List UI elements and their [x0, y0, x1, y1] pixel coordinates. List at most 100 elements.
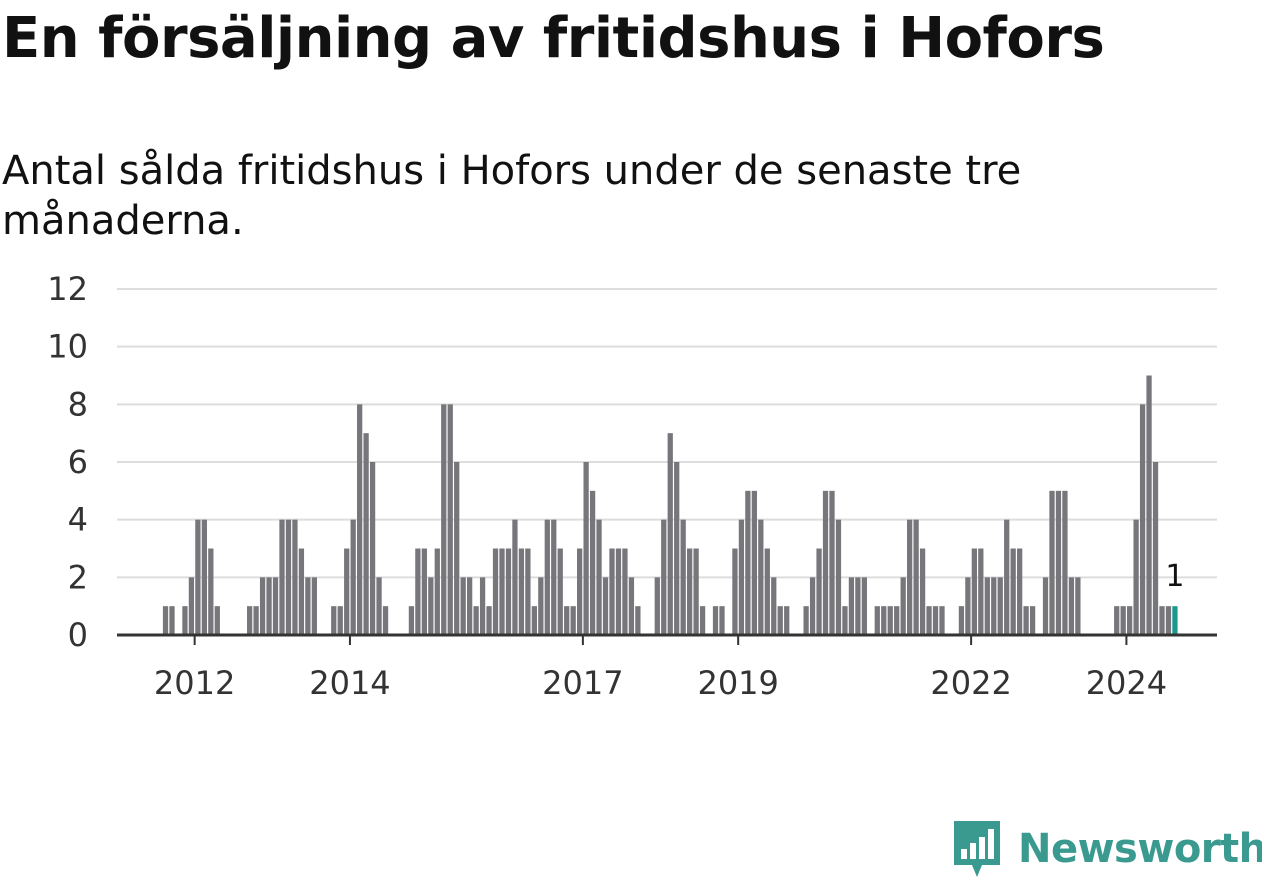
- bar: [415, 548, 421, 635]
- bar: [984, 577, 990, 635]
- bar: [1017, 548, 1023, 635]
- bar-chart: 0 2 4 6 8 10 12 2012 2014 2017 2019 2022 2024 1: [47, 270, 1217, 702]
- bar: [454, 462, 460, 635]
- bar: [816, 548, 822, 635]
- bar: [784, 606, 790, 635]
- bar: [1133, 519, 1139, 635]
- bar: [479, 577, 486, 635]
- bar: [965, 577, 971, 635]
- chart-subtitle: Antal sålda fritidshus i Hofors under de…: [2, 148, 1022, 244]
- bar: [809, 577, 816, 635]
- bar: [848, 577, 855, 635]
- bar: [169, 606, 175, 635]
- bar: [285, 519, 292, 635]
- bar: [887, 606, 893, 635]
- bar: [188, 577, 195, 635]
- bar: [1004, 519, 1010, 635]
- bar: [538, 577, 544, 635]
- bar: [428, 577, 434, 635]
- bar: [615, 548, 622, 635]
- bar: [434, 548, 440, 635]
- gridlines: [117, 288, 1217, 579]
- brand-name: Newsworthy: [1018, 826, 1262, 872]
- bar: [596, 519, 602, 635]
- bar: [661, 519, 667, 635]
- bar: [447, 404, 453, 635]
- bar: [803, 606, 809, 635]
- x-tick-label: 2019: [697, 664, 778, 702]
- bar: [382, 606, 389, 635]
- bar: [1068, 577, 1075, 635]
- bar: [777, 606, 783, 635]
- bar: [505, 548, 512, 635]
- bar: [978, 548, 984, 635]
- bar: [279, 519, 285, 635]
- bar: [771, 577, 777, 635]
- bar: [344, 548, 350, 635]
- bar: [635, 606, 641, 635]
- bar: [602, 577, 609, 635]
- bar: [667, 433, 673, 635]
- bar: [1055, 490, 1062, 635]
- bar: [298, 548, 305, 635]
- bar: [259, 577, 266, 635]
- bar: [997, 577, 1003, 635]
- newsworthy-logo: Newsworthy: [952, 818, 1262, 880]
- bar: [719, 606, 725, 635]
- bar: [577, 548, 583, 635]
- bar: [822, 490, 829, 635]
- x-tick-label: 2017: [542, 664, 623, 702]
- bar: [408, 606, 415, 635]
- bar: [881, 606, 887, 635]
- bar: [829, 490, 835, 635]
- bar: [842, 606, 848, 635]
- bar: [551, 519, 557, 635]
- bar: [1120, 606, 1126, 635]
- bar: [208, 548, 214, 635]
- y-tick-label: 12: [47, 270, 88, 308]
- bar: [919, 548, 926, 635]
- bar: [1075, 577, 1081, 635]
- bar: [311, 577, 317, 635]
- bar: [745, 490, 751, 635]
- bar: [699, 606, 706, 635]
- y-tick-label: 2: [68, 558, 88, 596]
- bar: [492, 548, 499, 635]
- bar: [376, 577, 382, 635]
- bar: [486, 606, 492, 635]
- bar: [680, 519, 686, 635]
- bar: [855, 577, 861, 635]
- bar: [874, 606, 880, 635]
- bar: [266, 577, 272, 635]
- bar: [1159, 606, 1165, 635]
- bar: [654, 577, 660, 635]
- y-tick-label: 4: [68, 501, 88, 539]
- bar: [512, 519, 518, 635]
- bar: [201, 519, 207, 635]
- bar: [214, 606, 220, 635]
- bar: [939, 606, 945, 635]
- bar: [758, 519, 764, 635]
- bar: [1010, 548, 1016, 635]
- bar: [272, 577, 279, 635]
- bar: [1139, 404, 1146, 635]
- x-tick-label: 2014: [309, 664, 390, 702]
- bar: [674, 462, 680, 635]
- bar: [991, 577, 997, 635]
- y-tick-label: 6: [68, 443, 88, 481]
- bar: [1062, 490, 1068, 635]
- bar: [628, 577, 635, 635]
- bar: [564, 606, 570, 635]
- bar: [738, 519, 745, 635]
- bar: [958, 606, 965, 635]
- bar: [247, 606, 253, 635]
- bar: [1165, 606, 1172, 635]
- bar: [764, 548, 770, 635]
- bar: [473, 606, 479, 635]
- bar: [363, 433, 369, 635]
- bar: [894, 606, 900, 635]
- bar: [907, 519, 913, 635]
- bar: [932, 606, 939, 635]
- bar: [292, 519, 298, 635]
- y-tick-label: 10: [47, 328, 88, 366]
